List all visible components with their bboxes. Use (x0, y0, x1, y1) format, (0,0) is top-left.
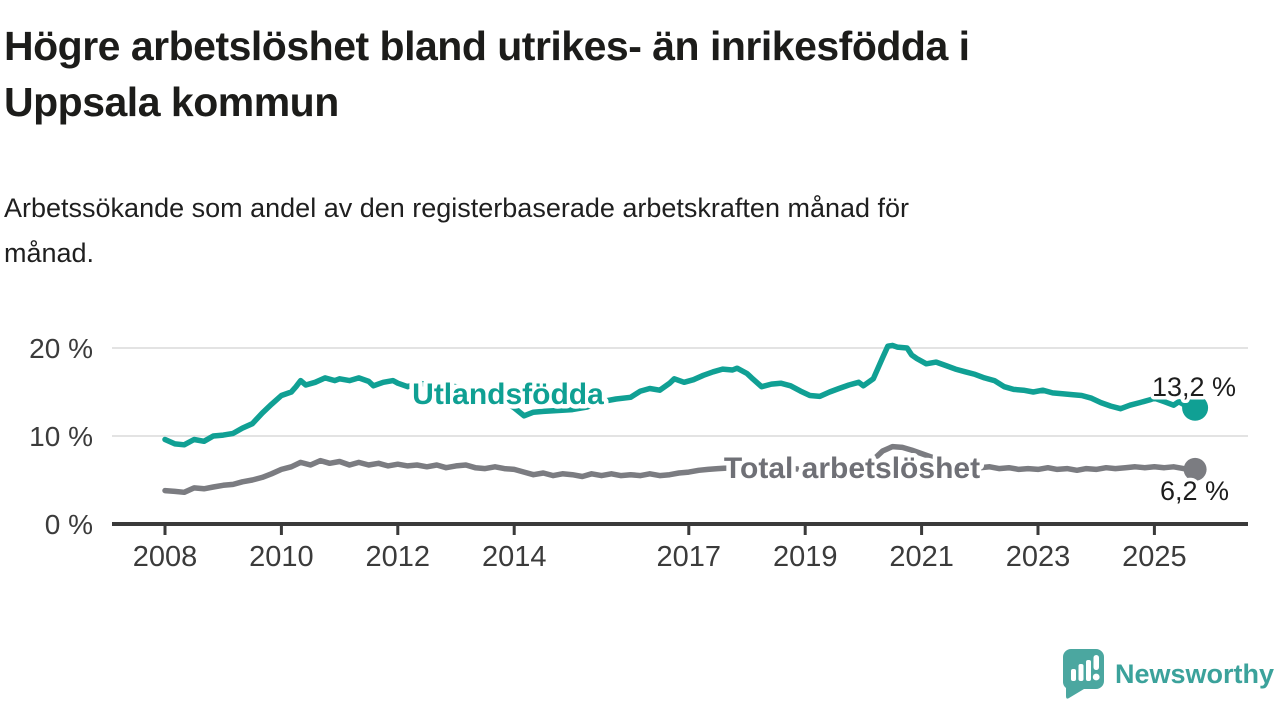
x-axis-tick-label: 2021 (889, 541, 954, 573)
y-axis-tick-label: 0 % (45, 509, 93, 540)
series-end-dot-total (1183, 457, 1207, 481)
page-subtitle-line-1: Arbetssökande som andel av den registerb… (4, 193, 910, 223)
page-title-line-2: Uppsala kommun (4, 79, 339, 125)
newsworthy-bubble-icon (1062, 649, 1104, 699)
series-line-total (162, 443, 1198, 496)
x-axis-tick-label: 2017 (657, 541, 722, 573)
x-axis-tick-label: 2010 (249, 541, 314, 573)
x-axis-tick-label: 2012 (366, 541, 431, 573)
series-lines (162, 342, 1198, 496)
page-title-line-1: Högre arbetslöshet bland utrikes- än inr… (4, 23, 970, 69)
end-value-label-utlandsfodda: 13,2 % (1152, 372, 1236, 402)
series-line-utlandsfodda (162, 342, 1198, 448)
y-axis-labels: 0 % 10 % 20 % (29, 333, 93, 540)
y-axis-tick-label: 20 % (29, 333, 93, 364)
gridlines (112, 347, 1248, 437)
x-axis-tick-label: 2025 (1122, 541, 1187, 573)
page-subtitle: Arbetssökande som andel av den registerb… (4, 186, 1224, 276)
x-axis-ticks (163, 526, 1156, 535)
x-axis-tick-label: 2008 (133, 541, 198, 573)
y-axis-tick-label: 10 % (29, 421, 93, 452)
series-label-total-arbetsloshet: Total arbetslöshet (724, 452, 980, 485)
newsworthy-brand-text: Newsworthy (1114, 658, 1274, 689)
page-title: Högre arbetslöshet bland utrikes- än inr… (4, 18, 1254, 130)
series-end-dot-utlandsfodda (1182, 394, 1209, 421)
x-axis-tick-label: 2023 (1006, 541, 1071, 573)
series-label-utlandsfodda: Utlandsfödda (412, 378, 604, 411)
x-axis-tick-label: 2019 (773, 541, 838, 573)
x-axis-tick-label: 2014 (482, 541, 547, 573)
newsworthy-logo[interactable]: Newsworthy (1061, 648, 1274, 700)
end-value-label-total: 6,2 % (1160, 476, 1229, 506)
series-end-dots (1182, 394, 1209, 481)
x-axis-labels: 2008 2010 2012 2014 2017 2019 2021 2023 2025 (133, 541, 1187, 573)
page-subtitle-line-2: månad. (4, 238, 95, 268)
